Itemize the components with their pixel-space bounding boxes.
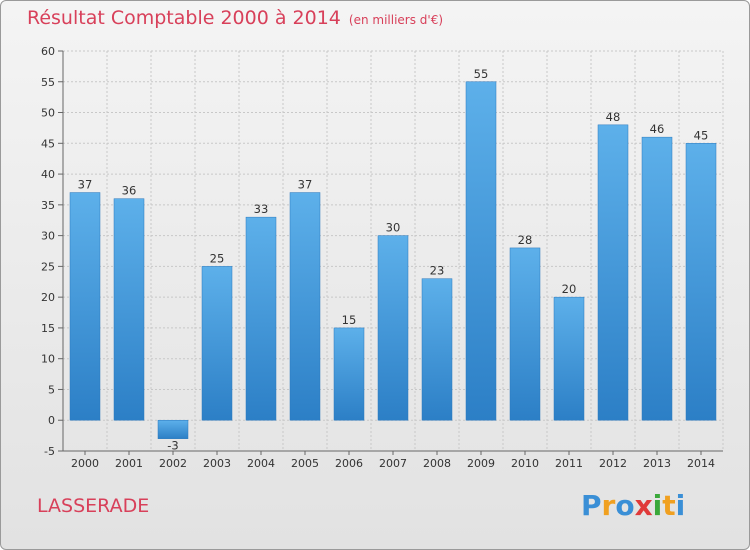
x-tick-label: 2006 — [335, 457, 363, 470]
value-label: 15 — [342, 313, 357, 327]
x-tick-label: 2014 — [687, 457, 715, 470]
bar — [113, 198, 145, 421]
bar — [641, 136, 673, 421]
y-tick-label: 50 — [41, 107, 55, 120]
bar — [685, 143, 717, 421]
y-tick-label: 5 — [48, 383, 55, 396]
bar — [553, 296, 585, 421]
value-label: 20 — [562, 282, 577, 296]
logo-letter: t — [662, 489, 676, 522]
y-tick-label: 10 — [41, 353, 55, 366]
value-label: 46 — [650, 122, 665, 136]
x-tick-label: 2012 — [599, 457, 627, 470]
proxiti-logo: Proxiti — [581, 489, 685, 522]
y-tick-label: 40 — [41, 168, 55, 181]
value-label: 36 — [122, 184, 137, 198]
x-tick-label: 2002 — [159, 457, 187, 470]
y-tick-label: 35 — [41, 199, 55, 212]
value-label: 55 — [474, 67, 489, 81]
value-label: 30 — [386, 221, 401, 235]
title-unit: (en milliers d'€) — [348, 13, 444, 27]
x-tick-label: 2009 — [467, 457, 495, 470]
labels: -5 0 5 10 15 20 25 30 35 40 45 50 55 60 37 2000 36 2001 -3… — [41, 45, 715, 470]
x-tick-label: 2004 — [247, 457, 275, 470]
y-tick-label: 0 — [48, 414, 55, 427]
y-tick-label: 15 — [41, 322, 55, 335]
bar — [421, 278, 453, 421]
y-tick-label: 30 — [41, 230, 55, 243]
y-tick-label: 20 — [41, 291, 55, 304]
y-tick-label: -5 — [44, 445, 55, 458]
x-tick-label: 2010 — [511, 457, 539, 470]
x-tick-label: 2005 — [291, 457, 319, 470]
x-tick-label: 2001 — [115, 457, 143, 470]
bar — [289, 192, 321, 421]
value-label: 33 — [254, 202, 269, 216]
bar — [69, 192, 101, 421]
logo-letter: i — [675, 489, 686, 522]
value-label: -3 — [167, 439, 178, 453]
value-label: 28 — [518, 233, 533, 247]
bar — [377, 235, 409, 421]
bar — [157, 419, 189, 439]
x-tick-label: 2003 — [203, 457, 231, 470]
x-tick-label: 2008 — [423, 457, 451, 470]
value-label: 37 — [298, 178, 313, 192]
x-tick-label: 2011 — [555, 457, 583, 470]
x-tick-label: 2013 — [643, 457, 671, 470]
logo-letter: i — [652, 489, 663, 522]
bar — [509, 247, 541, 421]
value-label: 37 — [78, 178, 93, 192]
y-tick-label: 45 — [41, 137, 55, 150]
commune-name: LASSERADE — [37, 495, 150, 517]
bar — [597, 124, 629, 421]
value-label: 25 — [210, 251, 225, 265]
logo-letter: r — [601, 489, 616, 522]
x-tick-label: 2000 — [71, 457, 99, 470]
title-text: Résultat Comptable 2000 à 2014 — [27, 7, 341, 29]
logo-letter: x — [634, 489, 653, 522]
bar — [201, 266, 233, 421]
value-label: 23 — [430, 264, 445, 278]
logo-letter: o — [615, 489, 635, 522]
bar — [245, 216, 277, 421]
bar — [333, 327, 365, 421]
value-label: 48 — [606, 110, 621, 124]
x-tick-label: 2007 — [379, 457, 407, 470]
bars — [69, 81, 717, 439]
chart-title: Résultat Comptable 2000 à 2014 (en millie… — [27, 7, 443, 29]
bar — [465, 81, 497, 421]
y-tick-label: 55 — [41, 76, 55, 89]
y-tick-label: 25 — [41, 260, 55, 273]
value-label: 45 — [694, 128, 709, 142]
y-tick-label: 60 — [41, 45, 55, 58]
axes — [58, 50, 723, 455]
logo-letter: P — [581, 489, 602, 522]
grid-lines — [62, 50, 724, 452]
